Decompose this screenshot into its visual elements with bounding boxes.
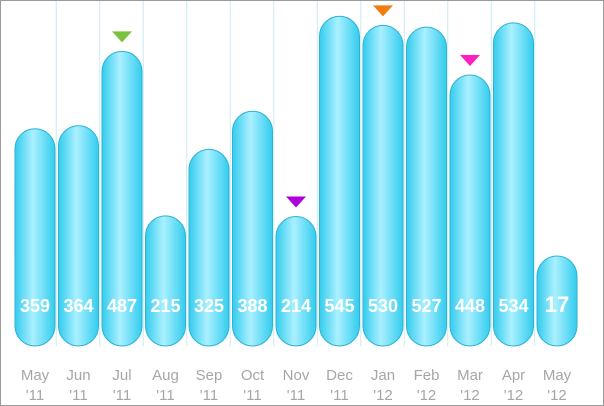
- category-label-2-line-1: '11: [113, 387, 131, 404]
- category-label-4-line-0: Sep: [196, 367, 223, 384]
- marker-triangle-6: [286, 196, 306, 208]
- category-label-12-line-0: May: [543, 367, 572, 384]
- data-label-6: 214: [281, 296, 311, 316]
- bar-0[interactable]: [14, 128, 56, 347]
- category-label-8-line-1: '12: [373, 387, 393, 404]
- data-label-7: 545: [324, 296, 354, 316]
- bar-6[interactable]: [275, 216, 317, 347]
- bars: [14, 15, 578, 347]
- category-label-11-line-0: Apr: [502, 367, 525, 384]
- category-label-9-line-0: Feb: [414, 367, 440, 384]
- category-label-6-line-0: Nov: [283, 367, 310, 384]
- category-label-5-line-0: Oct: [241, 367, 265, 384]
- bar-4[interactable]: [188, 148, 230, 347]
- markers: [112, 5, 480, 208]
- bar-5[interactable]: [232, 110, 273, 347]
- category-label-1-line-0: Jun: [66, 367, 90, 384]
- bar-1[interactable]: [58, 125, 99, 347]
- grid-lines: [55, 1, 536, 346]
- category-label-12-line-1: '12: [547, 387, 567, 404]
- data-label-8: 530: [368, 296, 398, 316]
- data-label-0: 359: [20, 296, 50, 316]
- bar-2[interactable]: [101, 50, 143, 347]
- category-label-8-line-0: Jan: [371, 367, 395, 384]
- bar-10[interactable]: [449, 74, 491, 347]
- category-label-2-line-0: Jul: [112, 367, 131, 384]
- data-label-1: 364: [63, 296, 93, 316]
- data-label-9: 527: [411, 296, 441, 316]
- data-label-12: 17: [545, 292, 569, 317]
- category-label-1-line-1: '11: [69, 387, 87, 404]
- data-label-3: 215: [150, 296, 180, 316]
- category-labels: May '11 Jun '11 Jul '11 Aug '11 Sep '11 Oct '11 Nov '…: [21, 367, 572, 404]
- bar-3[interactable]: [145, 215, 186, 347]
- data-label-5: 388: [237, 296, 267, 316]
- data-label-10: 448: [455, 296, 485, 316]
- category-label-0-line-0: May: [21, 367, 50, 384]
- bar-11[interactable]: [493, 22, 534, 347]
- bar-9[interactable]: [406, 26, 447, 347]
- category-label-10-line-0: Mar: [457, 367, 483, 384]
- category-label-10-line-1: '12: [460, 387, 480, 404]
- category-label-9-line-1: '12: [417, 387, 437, 404]
- category-label-6-line-1: '11: [287, 387, 305, 404]
- category-label-7-line-0: Dec: [326, 367, 353, 384]
- category-label-3-line-1: '11: [156, 387, 174, 404]
- category-label-7-line-1: '11: [330, 387, 348, 404]
- category-label-0-line-1: '11: [26, 387, 44, 404]
- data-label-11: 534: [498, 296, 528, 316]
- bar-12[interactable]: [536, 255, 578, 347]
- data-label-4: 325: [194, 296, 224, 316]
- category-label-4-line-1: '11: [200, 387, 218, 404]
- category-label-3-line-0: Aug: [152, 367, 179, 384]
- marker-triangle-2: [112, 31, 132, 43]
- bar-7[interactable]: [319, 15, 360, 347]
- data-labels: 359 364 487 215 325 388 214 545 530 527 448 534 17: [20, 292, 569, 317]
- data-label-2: 487: [107, 296, 137, 316]
- category-label-11-line-1: '12: [504, 387, 524, 404]
- marker-triangle-10: [460, 54, 480, 66]
- marker-triangle-8: [373, 5, 393, 17]
- bar-8[interactable]: [362, 24, 404, 347]
- category-label-5-line-1: '11: [243, 387, 261, 404]
